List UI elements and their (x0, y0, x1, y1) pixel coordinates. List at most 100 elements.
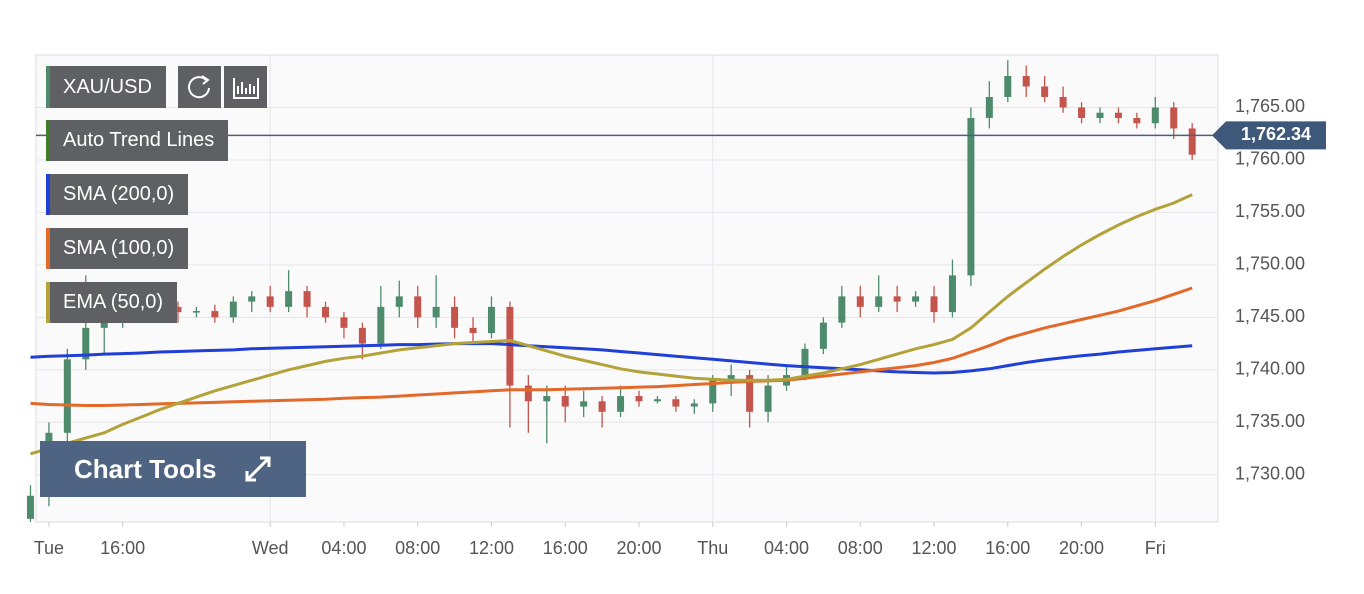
candle-body (543, 396, 551, 402)
candle-body (487, 306, 495, 334)
refresh-button[interactable] (178, 66, 221, 108)
candle-body (1004, 75, 1012, 97)
chart-type-button[interactable] (224, 66, 267, 108)
symbol-box[interactable]: XAU/USD (46, 66, 166, 108)
candle-body (912, 296, 920, 302)
candle-body (1041, 86, 1049, 97)
candle-body (266, 296, 274, 307)
last-price-tag (1212, 121, 1326, 150)
refresh-icon (188, 75, 210, 99)
candle-body (432, 306, 440, 318)
legend-swatch (46, 228, 50, 269)
y-tick-label: 1,755.00 (1235, 201, 1305, 221)
x-tick-label: 16:00 (985, 538, 1030, 558)
legend-label: SMA (100,0) (63, 237, 175, 259)
candle-body (506, 306, 514, 386)
candle-body (1022, 75, 1030, 87)
y-tick-label: 1,735.00 (1235, 411, 1305, 431)
candle-body (451, 306, 459, 328)
chart-tools-button[interactable]: Chart Tools (40, 441, 306, 497)
candle-body (1188, 128, 1196, 155)
candle-body (653, 399, 661, 402)
candle-body (1096, 112, 1104, 118)
x-tick-label: Fri (1145, 538, 1166, 558)
candle-body (192, 311, 200, 313)
last-price-label: 1,762.34 (1241, 124, 1311, 144)
y-tick-label: 1,765.00 (1235, 96, 1305, 116)
overlay-bar (46, 120, 50, 161)
legend-swatch (46, 282, 50, 323)
candle-body (875, 296, 883, 307)
x-tick-label: Wed (252, 538, 289, 558)
candle-body (211, 311, 219, 318)
y-tick-label: 1,760.00 (1235, 149, 1305, 169)
candle-body (358, 327, 366, 344)
y-tick-label: 1,730.00 (1235, 464, 1305, 484)
candle-body (1114, 112, 1122, 118)
candle-body (26, 495, 34, 519)
candle-body (617, 396, 625, 412)
candle-body (229, 301, 237, 318)
legend-label: EMA (50,0) (63, 291, 164, 313)
x-tick-label: 12:00 (469, 538, 514, 558)
candle-body (1133, 117, 1141, 124)
expand-icon (245, 456, 271, 482)
candle-body (727, 375, 735, 381)
symbol: XAU/USD (63, 76, 152, 98)
x-tick-label: 16:00 (100, 538, 145, 558)
candle-body (63, 359, 71, 433)
candle-body (248, 296, 256, 302)
candle-body (838, 296, 846, 323)
candle-body (856, 296, 864, 307)
candle-body (1078, 107, 1086, 118)
indicator-line (30, 286, 1193, 407)
candle-body (580, 401, 588, 407)
candle-body (930, 296, 938, 313)
x-tick-label: 12:00 (912, 538, 957, 558)
legend-item[interactable]: EMA (50,0) (46, 282, 178, 323)
candle-body (285, 291, 293, 307)
x-tick-label: Tue (34, 538, 64, 558)
candle-body (1151, 107, 1159, 124)
candle-body (322, 306, 330, 318)
candle-body (82, 327, 90, 360)
candle-body (819, 322, 827, 349)
legend-item[interactable]: SMA (200,0) (46, 174, 189, 215)
candles (26, 60, 1196, 522)
candle-body (709, 380, 717, 404)
candle-body (801, 348, 809, 376)
legend-swatch (46, 174, 50, 215)
legend-item[interactable]: SMA (100,0) (46, 228, 189, 269)
overlay-name: Auto Trend Lines (63, 129, 215, 151)
candle-body (1170, 107, 1178, 129)
candle-body (414, 296, 422, 318)
y-tick-label: 1,750.00 (1235, 254, 1305, 274)
x-tick-label: 20:00 (616, 538, 661, 558)
x-tick-label: Thu (697, 538, 728, 558)
chart-tools-label: Chart Tools (74, 454, 217, 484)
candle-body (635, 396, 643, 402)
x-tick-label: 04:00 (764, 538, 809, 558)
candle-body (174, 306, 182, 313)
candle-body (672, 399, 680, 407)
candle-body (985, 96, 993, 118)
candle-body (561, 396, 569, 407)
candle-body (1059, 96, 1067, 108)
legend-label: SMA (200,0) (63, 183, 175, 205)
y-tick-label: 1,745.00 (1235, 306, 1305, 326)
x-tick-label: 04:00 (321, 538, 366, 558)
x-tick-label: 16:00 (543, 538, 588, 558)
candle-body (377, 306, 385, 344)
overlay-box[interactable]: Auto Trend Lines (46, 120, 229, 161)
candle-body (598, 401, 606, 412)
chart-type-icon (233, 78, 259, 99)
x-tick-label: 20:00 (1059, 538, 1104, 558)
candle-body (893, 296, 901, 302)
candle-body (967, 117, 975, 276)
indicator-line (30, 193, 1193, 456)
x-tick-label: 08:00 (395, 538, 440, 558)
indicator-line (30, 342, 1193, 375)
candle-body (469, 327, 477, 334)
candle-body (690, 403, 698, 407)
